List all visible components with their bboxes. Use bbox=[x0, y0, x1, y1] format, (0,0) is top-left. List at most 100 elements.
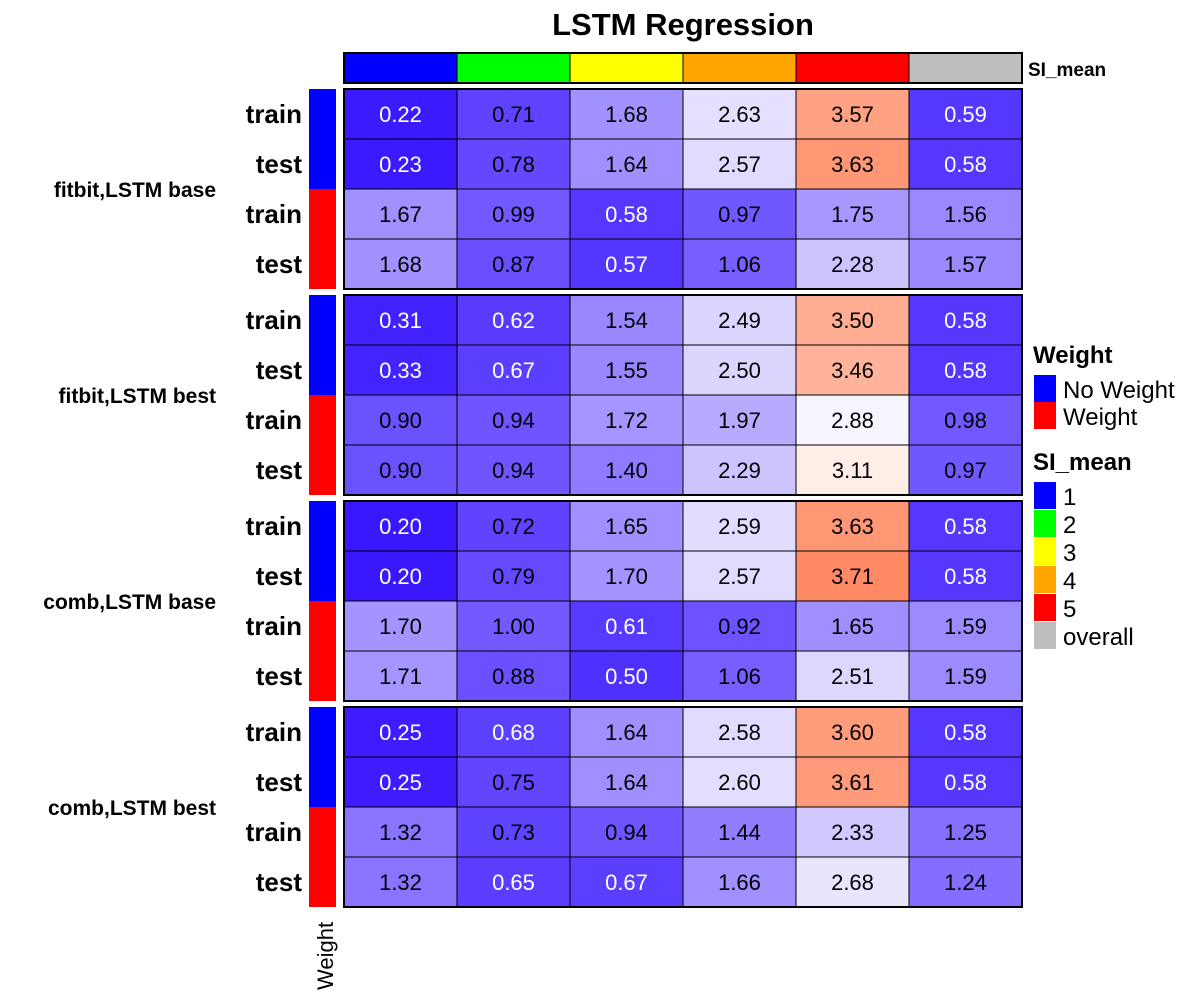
weight-annotation-cell bbox=[309, 189, 336, 239]
heatmap-cell bbox=[795, 188, 910, 240]
heatmap-cell bbox=[908, 88, 1023, 140]
row-group: comb,LSTM base train 0.20 0.72 1.65 2.59 3.63 0… bbox=[43, 500, 1023, 702]
cell-value-label: 0.58 bbox=[944, 358, 987, 383]
heatmap-cell bbox=[343, 706, 458, 758]
heatmap-cell bbox=[682, 806, 797, 858]
cell-value-label: 0.67 bbox=[492, 358, 535, 383]
cell-value-label: 2.60 bbox=[718, 770, 761, 795]
legend-swatch bbox=[1034, 594, 1056, 621]
cell-value-label: 0.58 bbox=[944, 152, 987, 177]
heatmap-cell bbox=[908, 138, 1023, 190]
row-label: test bbox=[256, 767, 303, 797]
cell-value-label: 2.57 bbox=[718, 564, 761, 589]
heatmap-cell bbox=[343, 394, 458, 446]
cell-value-label: 1.65 bbox=[605, 514, 648, 539]
heatmap-cell bbox=[569, 550, 684, 602]
group-label: comb,LSTM base bbox=[43, 591, 216, 614]
cell-value-label: 0.58 bbox=[944, 308, 987, 333]
cell-value-label: 3.46 bbox=[831, 358, 874, 383]
heatmap-cell bbox=[908, 756, 1023, 808]
heatmap-cell bbox=[682, 394, 797, 446]
group-label: fitbit,LSTM best bbox=[59, 385, 216, 408]
heatmap-cell bbox=[795, 294, 910, 346]
legend-entry-label: overall bbox=[1063, 624, 1134, 651]
cell-value-label: 0.65 bbox=[492, 870, 535, 895]
legend-title: SI_mean bbox=[1033, 449, 1132, 476]
cell-value-label: 0.58 bbox=[944, 720, 987, 745]
heatmap-cell bbox=[343, 444, 458, 496]
heatmap-cell bbox=[569, 238, 684, 290]
heatmap-cell bbox=[456, 806, 571, 858]
cell-value-label: 0.68 bbox=[492, 720, 535, 745]
heatmap-cell bbox=[908, 394, 1023, 446]
cell-value-label: 3.61 bbox=[831, 770, 874, 795]
cell-value-label: 0.20 bbox=[379, 514, 422, 539]
weight-annotation-cell bbox=[309, 601, 336, 651]
row-group: fitbit,LSTM base train 0.22 0.71 1.68 2.63 3.5… bbox=[54, 88, 1023, 290]
si-mean-annotation-overall bbox=[908, 52, 1023, 84]
cell-value-label: 1.00 bbox=[492, 614, 535, 639]
cell-value-label: 1.59 bbox=[944, 664, 987, 689]
cell-value-label: 0.94 bbox=[605, 820, 648, 845]
heatmap-cell bbox=[456, 856, 571, 908]
row-group: fitbit,LSTM best train 0.31 0.62 1.54 2.49 3.5… bbox=[59, 294, 1023, 496]
cell-value-label: 1.70 bbox=[605, 564, 648, 589]
row-label: train bbox=[246, 199, 302, 229]
cell-value-label: 0.79 bbox=[492, 564, 535, 589]
cell-value-label: 1.24 bbox=[944, 870, 987, 895]
legend-swatch bbox=[1034, 402, 1056, 429]
cell-value-label: 1.54 bbox=[605, 308, 648, 333]
cell-value-label: 2.59 bbox=[718, 514, 761, 539]
cell-value-label: 1.66 bbox=[718, 870, 761, 895]
cell-value-label: 1.68 bbox=[379, 252, 422, 277]
cell-value-label: 1.06 bbox=[718, 252, 761, 277]
heatmap-cell bbox=[682, 344, 797, 396]
row-label: train bbox=[246, 817, 302, 847]
cell-value-label: 0.67 bbox=[605, 870, 648, 895]
heatmap-cell bbox=[908, 856, 1023, 908]
weight-annotation-cell bbox=[309, 295, 336, 345]
cell-value-label: 2.28 bbox=[831, 252, 874, 277]
heatmap-cell bbox=[682, 856, 797, 908]
heatmap-cell bbox=[682, 706, 797, 758]
row-label: train bbox=[246, 405, 302, 435]
si-mean-annotation-1 bbox=[343, 52, 458, 84]
row-annotation-label: Weight bbox=[313, 922, 338, 990]
group-frame bbox=[343, 88, 1023, 290]
si-mean-annotation-2 bbox=[456, 52, 571, 84]
group-label: fitbit,LSTM base bbox=[54, 179, 216, 202]
legend-entry-label: 2 bbox=[1063, 512, 1076, 539]
heatmap-cell bbox=[569, 188, 684, 240]
cell-value-label: 2.49 bbox=[718, 308, 761, 333]
column-annotation-frame bbox=[343, 52, 1023, 84]
cell-value-label: 0.78 bbox=[492, 152, 535, 177]
heatmap-cell bbox=[682, 88, 797, 140]
heatmap-cell bbox=[908, 550, 1023, 602]
cell-value-label: 2.58 bbox=[718, 720, 761, 745]
cell-value-label: 0.94 bbox=[492, 458, 535, 483]
legend-swatch bbox=[1034, 375, 1056, 402]
cell-value-label: 1.64 bbox=[605, 720, 648, 745]
row-label: test bbox=[256, 355, 303, 385]
cell-value-label: 0.50 bbox=[605, 664, 648, 689]
heatmap-cell bbox=[795, 756, 910, 808]
weight-annotation-cell bbox=[309, 551, 336, 601]
weight-annotation-cell bbox=[309, 239, 336, 289]
si-mean-annotation-4 bbox=[682, 52, 797, 84]
cell-value-label: 3.57 bbox=[831, 102, 874, 127]
weight-annotation-cell bbox=[309, 757, 336, 807]
cell-value-label: 1.75 bbox=[831, 202, 874, 227]
cell-value-label: 0.59 bbox=[944, 102, 987, 127]
cell-value-label: 0.23 bbox=[379, 152, 422, 177]
heatmap-cell bbox=[456, 188, 571, 240]
heatmap-cell bbox=[795, 500, 910, 552]
cell-value-label: 0.90 bbox=[379, 408, 422, 433]
heatmap-cell bbox=[456, 138, 571, 190]
chart-title: LSTM Regression bbox=[552, 7, 814, 42]
cell-value-label: 0.73 bbox=[492, 820, 535, 845]
cell-value-label: 1.40 bbox=[605, 458, 648, 483]
heatmap-cell bbox=[795, 238, 910, 290]
